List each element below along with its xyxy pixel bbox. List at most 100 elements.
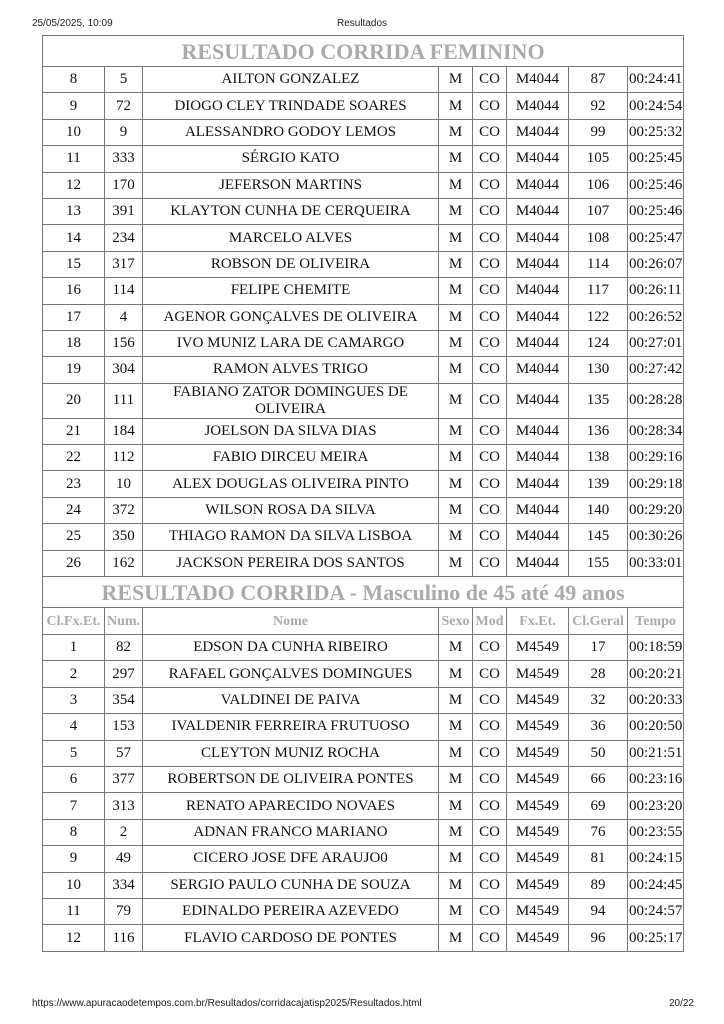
table-cell: CO [472, 197, 507, 226]
table-cell: 79 [104, 897, 143, 926]
table-cell: CO [472, 145, 507, 173]
table-cell: M [438, 634, 473, 662]
table-row: 3 354 VALDINEI DE PAIVA M CO M4549 32 00:20:33 [42, 686, 685, 715]
table-row: 24 372 WILSON ROSA DA SILVA M CO M4044 140 00:2… [42, 496, 685, 525]
table-row: 25 350 THIAGO RAMON DA SILVA LISBOA M CO M404… [42, 523, 685, 551]
table-cell: CO [472, 660, 507, 688]
table-row: 19 304 RAMON ALVES TRIGO M CO M4044 130 00:27:4… [42, 356, 685, 384]
table-cell: 28 [568, 660, 628, 688]
table-cell: M [438, 65, 473, 94]
table-cell: M [438, 660, 473, 688]
table-cell: 94 [568, 897, 628, 926]
table-cell: 4 [104, 303, 143, 331]
table-cell: 12 [42, 924, 105, 952]
table-cell: 99 [568, 118, 628, 147]
table-cell: CO [472, 739, 507, 767]
table-cell: 184 [104, 417, 143, 446]
table-cell: M4044 [506, 303, 569, 331]
table-cell: THIAGO RAMON DA SILVA LISBOA [142, 523, 439, 551]
table-cell: MARCELO ALVES [142, 224, 439, 252]
table-cell: 136 [568, 417, 628, 446]
table-cell: ROBSON DE OLIVEIRA [142, 250, 439, 279]
table-cell: M [438, 765, 473, 794]
table-cell: ADNAN FRANCO MARIANO [142, 818, 439, 847]
column-header: Tempo [626, 607, 685, 636]
table-cell: 3 [42, 686, 105, 715]
table-row: 23 10 ALEX DOUGLAS OLIVEIRA PINTO M CO M4044 1… [42, 470, 685, 498]
table-cell: IVO MUNIZ LARA DE CAMARGO [142, 329, 439, 358]
table-cell: M [438, 496, 473, 525]
table-cell: CO [472, 549, 507, 578]
table-cell: 234 [104, 224, 143, 252]
print-url: https://www.apuracaodetempos.com.br/Resu… [32, 998, 422, 1009]
table-cell: 13 [42, 197, 105, 226]
table-cell: M [438, 92, 473, 120]
table-cell: 15 [42, 250, 105, 279]
table-cell: 2 [42, 660, 105, 688]
table-cell: 350 [104, 523, 143, 551]
table-cell: 20 [42, 382, 105, 419]
table-row: 11 79 EDINALDO PEREIRA AZEVEDO M CO M4549 94 00… [42, 897, 685, 926]
column-header: Fx.Et. [506, 607, 569, 636]
table-row: 6 377 ROBERTSON DE OLIVEIRA PONTES M CO M4549… [42, 765, 685, 794]
table-cell: 76 [568, 818, 628, 847]
table-cell: CO [472, 523, 507, 551]
table-cell: 10 [42, 118, 105, 147]
table-cell: 9 [42, 845, 105, 873]
table-cell: 111 [104, 382, 143, 419]
table-cell: 00:29:18 [626, 470, 685, 498]
table-cell: 162 [104, 549, 143, 578]
table-cell: 00:20:21 [626, 660, 685, 688]
table-cell: M [438, 118, 473, 147]
table-cell: 124 [568, 329, 628, 358]
table-cell: M4044 [506, 65, 569, 94]
table-cell: CO [472, 871, 507, 899]
table-cell: CO [472, 303, 507, 331]
table-cell: 11 [42, 897, 105, 926]
table-cell: 18 [42, 329, 105, 358]
table-row: 9 72 DIOGO CLEY TRINDADE SOARES M CO M4044 92 0… [42, 92, 685, 120]
table-cell: CO [472, 470, 507, 498]
table-cell: 372 [104, 496, 143, 525]
table-cell: 00:24:15 [626, 845, 685, 873]
table-cell: VALDINEI DE PAIVA [142, 686, 439, 715]
page-number: 20/22 [668, 998, 694, 1009]
table-cell: 87 [568, 65, 628, 94]
table-cell: 153 [104, 713, 143, 741]
table-cell: 00:25:45 [626, 145, 685, 173]
table-cell: 00:33:01 [626, 549, 685, 578]
table-cell: 36 [568, 713, 628, 741]
table-cell: WILSON ROSA DA SILVA [142, 496, 439, 525]
table-cell: 145 [568, 523, 628, 551]
table-cell: M4549 [506, 818, 569, 847]
table-cell: CO [472, 417, 507, 446]
table-cell: 92 [568, 92, 628, 120]
table-cell: 5 [42, 739, 105, 767]
table-cell: RENATO APARECIDO NOVAES [142, 792, 439, 820]
table-cell: M4549 [506, 660, 569, 688]
table-cell: M [438, 171, 473, 199]
table-cell: 138 [568, 444, 628, 472]
table-cell: RAMON ALVES TRIGO [142, 356, 439, 384]
table-cell: 106 [568, 171, 628, 199]
table-cell: 9 [104, 118, 143, 147]
table-cell: 00:25:46 [626, 171, 685, 199]
table-cell: M [438, 197, 473, 226]
table-cell: 14 [42, 224, 105, 252]
table-cell: 00:23:20 [626, 792, 685, 820]
table-cell: 00:28:34 [626, 417, 685, 446]
table-cell: SERGIO PAULO CUNHA DE SOUZA [142, 871, 439, 899]
table-cell: CO [472, 224, 507, 252]
table-cell: M4044 [506, 224, 569, 252]
table-cell: M4549 [506, 765, 569, 794]
table-cell: M [438, 792, 473, 820]
table-cell: 50 [568, 739, 628, 767]
table-cell: CO [472, 634, 507, 662]
table-cell: M [438, 523, 473, 551]
table-cell: 130 [568, 356, 628, 384]
table-cell: SÉRGIO KATO [142, 145, 439, 173]
table-cell: M4044 [506, 197, 569, 226]
table-cell: 6 [42, 765, 105, 794]
table-cell: M [438, 224, 473, 252]
table-cell: RAFAEL GONÇALVES DOMINGUES [142, 660, 439, 688]
